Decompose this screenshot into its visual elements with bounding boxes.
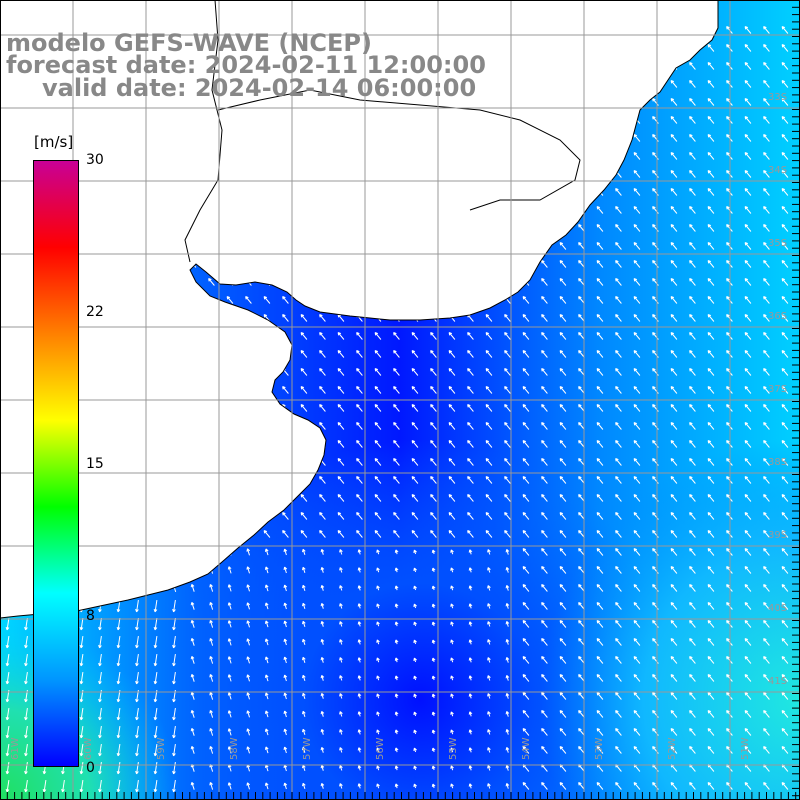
colorbar-tick-22: 22 bbox=[86, 304, 104, 320]
lon-label: 58W bbox=[229, 737, 240, 760]
lon-label: 57W bbox=[302, 737, 313, 760]
border-line bbox=[184, 0, 223, 263]
lon-label: 53W bbox=[594, 737, 605, 760]
uruguay-border bbox=[217, 89, 581, 211]
lon-label: 55W bbox=[448, 737, 459, 760]
lat-label: 40S bbox=[768, 603, 787, 614]
colorbar-tick-15: 15 bbox=[86, 456, 104, 472]
lon-label: 52W bbox=[667, 737, 678, 760]
lon-label: 59W bbox=[156, 737, 167, 760]
colorbar-tick-0: 0 bbox=[86, 760, 95, 776]
colorbar-unit-label: [m/s] bbox=[34, 133, 74, 151]
forecast-date: forecast date: 2024-02-11 12:00:00 bbox=[6, 51, 486, 79]
lon-label: 56W bbox=[375, 737, 386, 760]
lon-label: 60W bbox=[83, 737, 94, 760]
lat-label: 36S bbox=[768, 311, 787, 322]
colorbar-tick-8: 8 bbox=[86, 608, 95, 624]
lat-label: 34S bbox=[768, 165, 787, 176]
coastline bbox=[0, 0, 719, 619]
lon-label: 51W bbox=[740, 737, 751, 760]
lat-label: 38S bbox=[768, 457, 787, 468]
lat-label: 33S bbox=[768, 92, 787, 103]
lat-label: 41S bbox=[768, 676, 787, 687]
lon-label: 54W bbox=[521, 737, 532, 760]
lat-label: 37S bbox=[768, 384, 787, 395]
colorbar bbox=[33, 160, 79, 767]
lon-label: 61W bbox=[10, 737, 21, 760]
valid-date: valid date: 2024-02-14 06:00:00 bbox=[42, 74, 477, 102]
lat-label: 39S bbox=[768, 530, 787, 541]
lat-label: 35S bbox=[768, 238, 787, 249]
colorbar-tick-30: 30 bbox=[86, 152, 104, 168]
model-title: modelo GEFS-WAVE (NCEP) bbox=[6, 29, 372, 57]
